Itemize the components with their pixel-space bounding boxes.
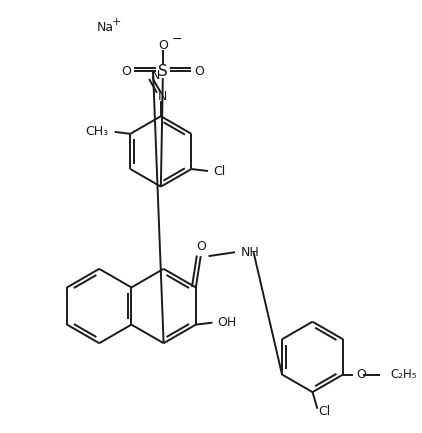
Text: OH: OH [217,316,237,329]
Text: O: O [158,39,168,52]
Text: N: N [150,68,160,81]
Text: −: − [172,33,182,46]
Text: Cl: Cl [213,165,225,178]
Text: C₂H₅: C₂H₅ [390,368,417,381]
Text: O: O [357,368,367,381]
Text: +: + [112,17,121,27]
Text: O: O [122,65,132,78]
Text: O: O [194,65,204,78]
Text: Cl: Cl [318,405,331,418]
Text: Na: Na [96,21,114,34]
Text: CH₃: CH₃ [86,126,109,139]
Text: O: O [196,240,206,253]
Text: N: N [158,90,168,103]
Text: NH: NH [241,246,260,259]
Text: S: S [158,64,168,79]
